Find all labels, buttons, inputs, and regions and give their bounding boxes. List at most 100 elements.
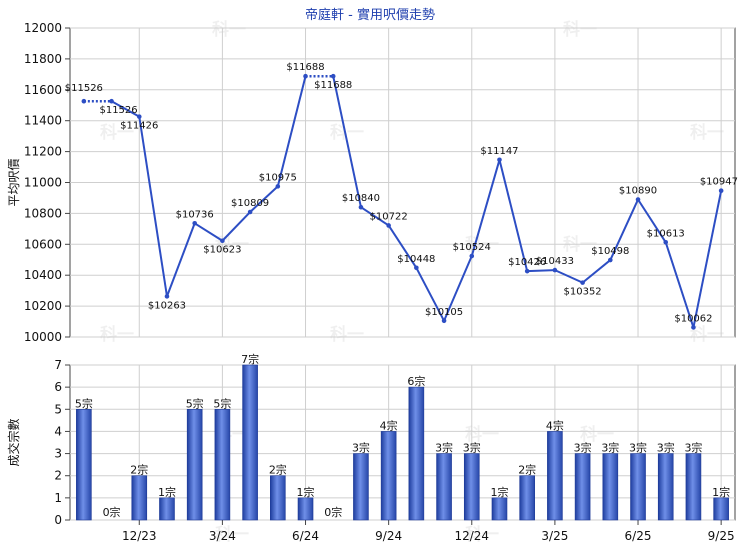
line-data-label: $10062 [674, 313, 712, 324]
x-tick-label: 3/25 [541, 529, 568, 543]
bar [214, 408, 231, 521]
bar-data-label: 0宗 [324, 505, 342, 519]
line-data-label: $10809 [231, 198, 269, 209]
chart-title: 帝庭軒 - 實用呎價走勢 [305, 7, 435, 23]
bar-y-tick-label: 7 [54, 358, 62, 372]
bar [436, 453, 452, 521]
line-segment [527, 269, 555, 273]
x-tick-label: 12/24 [454, 529, 489, 543]
bar-data-label: 7宗 [241, 352, 259, 366]
line-point [608, 257, 613, 263]
line-point [109, 98, 114, 104]
line-point [220, 238, 225, 244]
line-point [81, 98, 87, 104]
line-point [192, 220, 197, 226]
line-point [136, 114, 142, 119]
line-y-tick-label: 11800 [24, 52, 62, 66]
bar-y-tick-label: 4 [54, 424, 62, 438]
line-segment [692, 190, 723, 328]
bar-data-label: 0宗 [103, 505, 121, 519]
watermark-text: 科一 [330, 324, 364, 345]
line-y-tick-label: 10000 [24, 330, 62, 344]
bar-data-label: 1宗 [158, 485, 176, 499]
x-tick-label: 6/25 [625, 529, 652, 543]
bar [685, 453, 702, 521]
bar [491, 497, 508, 521]
line-data-label: $10448 [397, 254, 435, 265]
line-y-axis-label: 平均呎價 [7, 158, 21, 206]
line-point [635, 197, 641, 202]
bar-data-label: 5宗 [213, 396, 231, 410]
bar-data-label: 1宗 [712, 485, 730, 499]
line-data-label: $10975 [259, 172, 297, 183]
watermark-text: 科一 [100, 122, 134, 143]
line-point [691, 325, 696, 330]
bar [630, 453, 646, 521]
line-segment [194, 222, 223, 242]
line-segment [415, 267, 445, 322]
x-tick-label: 9/25 [708, 529, 735, 543]
watermark-text: 科一 [690, 122, 724, 143]
line-data-label: $10840 [342, 193, 380, 204]
bar-data-label: 3宗 [629, 441, 647, 455]
bar-data-label: 3宗 [435, 441, 453, 455]
line-segment [276, 75, 307, 187]
line-data-label: $10947 [700, 177, 738, 188]
line-point [441, 318, 447, 324]
bar-y-tick-label: 6 [54, 380, 62, 394]
line-point [330, 73, 336, 79]
line-y-tick-label: 11200 [24, 145, 62, 159]
line-y-tick-label: 10200 [24, 299, 62, 313]
line-segment [387, 224, 418, 269]
line-data-label: $10433 [536, 256, 574, 267]
bar [380, 431, 397, 521]
bar-data-label: 3宗 [601, 441, 619, 455]
line-y-tick-label: 11600 [24, 83, 62, 97]
line-point [469, 253, 475, 259]
line-y-tick-label: 12000 [24, 21, 62, 35]
bar-data-label: 3宗 [463, 441, 481, 455]
line-point [275, 184, 281, 189]
line-point [414, 265, 419, 271]
bar-data-label: 3宗 [684, 441, 702, 455]
bar [270, 475, 286, 521]
bar-y-tick-label: 1 [54, 491, 62, 505]
bar [297, 497, 314, 521]
line-segment [581, 259, 611, 284]
line-point [303, 73, 308, 79]
watermark-text: 科一 [215, 524, 249, 545]
line-segment [443, 255, 473, 322]
line-data-label: $11526 [65, 83, 103, 94]
bar [76, 408, 92, 521]
bar [159, 497, 175, 521]
line-segment [166, 222, 196, 297]
watermark-text: 科一 [690, 324, 724, 345]
line-data-label: $11526 [99, 105, 137, 116]
line-segment [470, 159, 501, 257]
line-segment [664, 241, 695, 328]
line-data-label: $11688 [314, 80, 352, 91]
bar-data-label: 4宗 [546, 418, 564, 432]
line-point [580, 280, 585, 285]
bar-data-label: 3宗 [657, 441, 675, 455]
line-data-label: $10736 [176, 209, 214, 220]
watermark-text: 科一 [465, 524, 499, 545]
bar-y-tick-label: 0 [54, 513, 62, 527]
line-data-label: $11426 [120, 121, 158, 132]
watermark-text: 科一 [212, 19, 246, 40]
bar [547, 431, 563, 521]
line-y-tick-label: 11000 [24, 176, 62, 190]
line-segment [360, 206, 390, 227]
bar [186, 408, 203, 521]
line-data-label: $10498 [591, 246, 629, 257]
x-tick-label: 9/24 [375, 529, 402, 543]
bar [602, 453, 619, 521]
line-point [497, 157, 502, 163]
x-tick-label: 3/24 [209, 529, 236, 543]
bar-y-tick-label: 5 [54, 402, 62, 416]
bar-y-axis-label: 成交宗數 [6, 418, 21, 466]
bar-data-label: 1宗 [490, 485, 508, 499]
line-data-label: $11147 [480, 146, 518, 157]
line-point [524, 268, 530, 274]
